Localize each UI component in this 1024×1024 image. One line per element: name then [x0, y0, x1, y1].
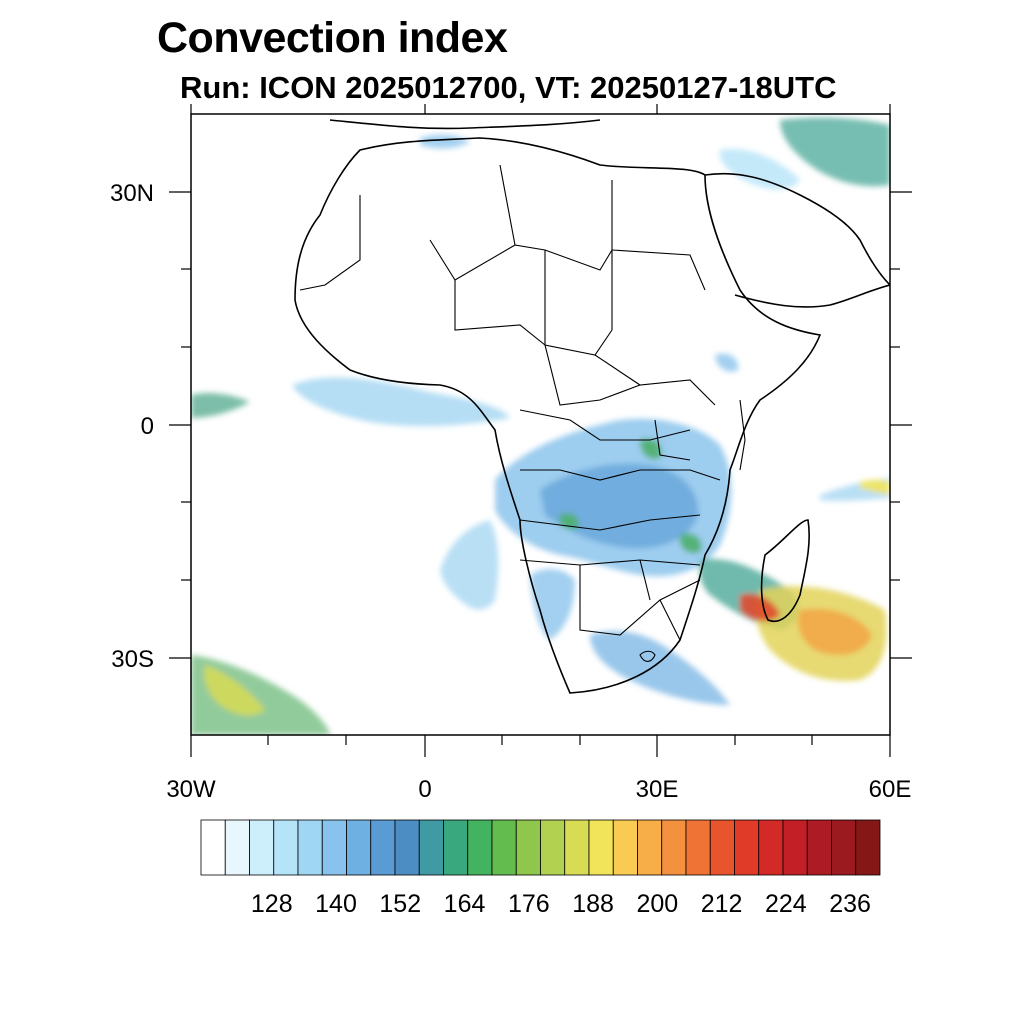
arabia-coastline — [704, 172, 890, 308]
colorbar-swatch — [855, 819, 881, 876]
x-tick-label: 0 — [418, 776, 431, 803]
colorbar-swatch — [564, 819, 590, 876]
colorbar-label: 128 — [251, 890, 293, 918]
colorbar-label: 140 — [315, 890, 357, 918]
colorbar-swatch — [346, 819, 372, 876]
colorbar-swatch — [297, 819, 323, 876]
colorbar-label: 176 — [508, 890, 550, 918]
colorbar-swatch — [394, 819, 420, 876]
field-ethiopia — [715, 353, 739, 372]
colorbar-label: 200 — [636, 890, 678, 918]
field-madagascar-core — [740, 593, 780, 622]
colorbar-swatch — [661, 819, 687, 876]
map-subtitle: Run: ICON 2025012700, VT: 20250127-18UTC — [180, 70, 837, 105]
colorbar-label: 152 — [379, 890, 421, 918]
axis-ticks — [169, 104, 912, 757]
coastlines — [294, 119, 890, 694]
colorbar-swatch — [806, 819, 832, 876]
colorbar-swatch — [249, 819, 275, 876]
colorbar-labels: 128 140 152 164 176 188 200 212 224 236 — [251, 890, 871, 918]
field-south-atlantic-core — [204, 665, 265, 716]
colorbar-label: 188 — [572, 890, 614, 918]
colorbar-swatch — [540, 819, 566, 876]
madagascar-coastline — [760, 519, 810, 622]
colorbar-swatch — [273, 819, 299, 876]
africa-coastline — [294, 137, 822, 694]
colorbar-label: 236 — [829, 890, 871, 918]
europe-coastline — [329, 119, 601, 130]
map-title: Convection index — [157, 14, 508, 62]
colorbar-swatch — [491, 819, 517, 876]
colorbar-swatch — [588, 819, 614, 876]
field-northeast — [780, 117, 890, 187]
colorbar-swatch — [443, 819, 469, 876]
colorbar-swatch — [515, 819, 541, 876]
colorbar-swatch — [831, 819, 857, 876]
y-tick-label: 0 — [141, 413, 154, 440]
colorbar-swatch — [418, 819, 444, 876]
colorbar-swatch — [709, 819, 735, 876]
colorbar-swatch — [200, 819, 226, 876]
colorbar-label: 224 — [765, 890, 807, 918]
colorbar-swatch — [637, 819, 663, 876]
y-tick-label: 30S — [111, 646, 154, 673]
colorbar-swatch — [224, 819, 250, 876]
colorbar-swatch — [467, 819, 493, 876]
field-south-africa — [590, 630, 730, 705]
colorbar-swatch — [612, 819, 638, 876]
x-tick-label: 30E — [636, 776, 679, 803]
field-west-edge — [191, 392, 250, 418]
field-namibia — [530, 568, 575, 640]
colorbar-swatch — [685, 819, 711, 876]
x-tick-label: 60E — [869, 776, 912, 803]
field-arabia-light — [719, 149, 800, 190]
colorbar-swatch — [370, 819, 396, 876]
field-madagascar-orange — [798, 608, 872, 655]
field-west-africa — [292, 377, 510, 427]
country-borders — [299, 164, 746, 662]
y-tick-label: 30N — [110, 180, 154, 207]
colorbar-swatch — [758, 819, 784, 876]
field-atlantic-swirl — [440, 520, 499, 610]
field-green-spots — [559, 438, 702, 554]
field-indian-yellow — [860, 479, 890, 494]
colorbar-label: 212 — [701, 890, 743, 918]
x-tick-label: 30W — [166, 776, 216, 803]
colorbar-swatch — [734, 819, 760, 876]
field-south-atlantic — [191, 655, 330, 735]
colorbar-swatch — [321, 819, 347, 876]
colorbar — [200, 819, 881, 876]
colorbar-label: 164 — [444, 890, 486, 918]
convection-fields — [191, 117, 890, 735]
colorbar-swatch — [782, 819, 808, 876]
